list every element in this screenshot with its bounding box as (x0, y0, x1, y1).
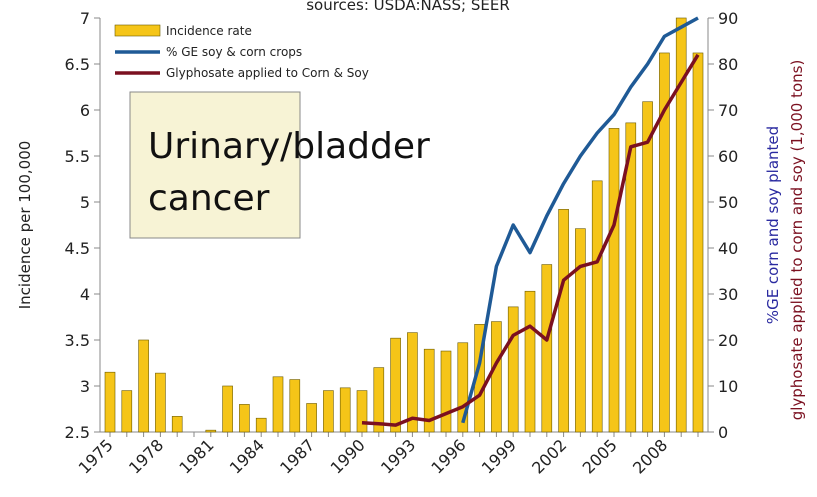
x-tick-label: 2005 (579, 435, 621, 477)
y2-tick-label: 30 (718, 285, 738, 304)
legend-swatch (114, 24, 161, 37)
bar (575, 228, 586, 433)
y-tick-label: 4.5 (65, 239, 90, 258)
y-tick-label: 2.5 (65, 423, 90, 442)
x-tick-label: 2002 (528, 435, 570, 477)
bar (541, 264, 553, 433)
bar (457, 342, 469, 433)
bar (121, 390, 133, 433)
bar (591, 180, 603, 433)
bar (104, 371, 116, 433)
x-tick-label: 1987 (276, 435, 318, 477)
bar (407, 332, 418, 433)
bar (356, 390, 368, 433)
bar (507, 306, 519, 433)
bar (255, 417, 267, 433)
y2-tick-label: 0 (718, 423, 728, 442)
x-tick-label: 1993 (377, 435, 419, 477)
bar (205, 429, 217, 433)
bar (659, 52, 670, 433)
y-axis-label: Incidence per 100,000 (16, 141, 34, 310)
bar (373, 367, 385, 433)
x-tick-label: 1996 (427, 435, 469, 477)
x-tick-label: 1984 (226, 435, 268, 477)
bar (323, 390, 334, 433)
y-tick-label: 3.5 (65, 331, 90, 350)
y2-axis-label: glyphosate applied to corn and soy (1,00… (788, 60, 806, 421)
y-tick-label: 7 (80, 9, 90, 28)
x-tick-label: 1999 (478, 435, 520, 477)
y2-tick-label: 50 (718, 193, 738, 212)
y2-tick-label: 60 (718, 147, 738, 166)
x-tick-label: 1981 (175, 435, 217, 477)
legend-label: % GE soy & corn crops (166, 45, 302, 59)
y-tick-label: 6.5 (65, 55, 90, 74)
annotation: Urinary/bladder (148, 126, 430, 167)
y2-axis-label: %GE corn and soy planted (764, 126, 782, 324)
legend-label: Incidence rate (166, 24, 252, 38)
bar (306, 403, 317, 433)
bar (339, 387, 351, 433)
bar (692, 52, 704, 433)
y-tick-label: 5.5 (65, 147, 90, 166)
y2-tick-label: 40 (718, 239, 738, 258)
y2-tick-label: 10 (718, 377, 738, 396)
x-tick-label: 1990 (327, 435, 369, 477)
y2-tick-label: 90 (718, 9, 738, 28)
bar (239, 404, 250, 433)
bar (289, 379, 301, 433)
bar (390, 337, 401, 433)
bar (608, 128, 620, 433)
bar (138, 339, 149, 433)
y-tick-label: 6 (80, 101, 90, 120)
bar (155, 372, 166, 433)
bar (272, 376, 284, 433)
bar (625, 122, 637, 433)
x-tick-label: 2008 (629, 435, 671, 477)
y-tick-label: 3 (80, 377, 90, 396)
line (461, 16, 699, 424)
legend-label: Glyphosate applied to Corn & Soy (166, 66, 369, 80)
bar (642, 101, 653, 433)
bar (524, 290, 536, 433)
line (361, 53, 700, 427)
bar (440, 350, 452, 433)
bar (675, 17, 687, 433)
y-tick-label: 5 (80, 193, 90, 212)
bar (171, 416, 183, 433)
bar (222, 385, 233, 433)
annotation-box (129, 91, 301, 239)
bar (491, 321, 502, 433)
annotation: cancer (148, 178, 270, 219)
y2-tick-label: 80 (718, 55, 738, 74)
chart-title: sources: USDA:NASS; SEER (306, 0, 510, 14)
bar (423, 348, 435, 433)
x-tick-label: 1978 (125, 435, 167, 477)
bar (558, 209, 569, 433)
y-tick-label: 4 (80, 285, 90, 304)
y2-tick-label: 20 (718, 331, 738, 350)
y2-tick-label: 70 (718, 101, 738, 120)
